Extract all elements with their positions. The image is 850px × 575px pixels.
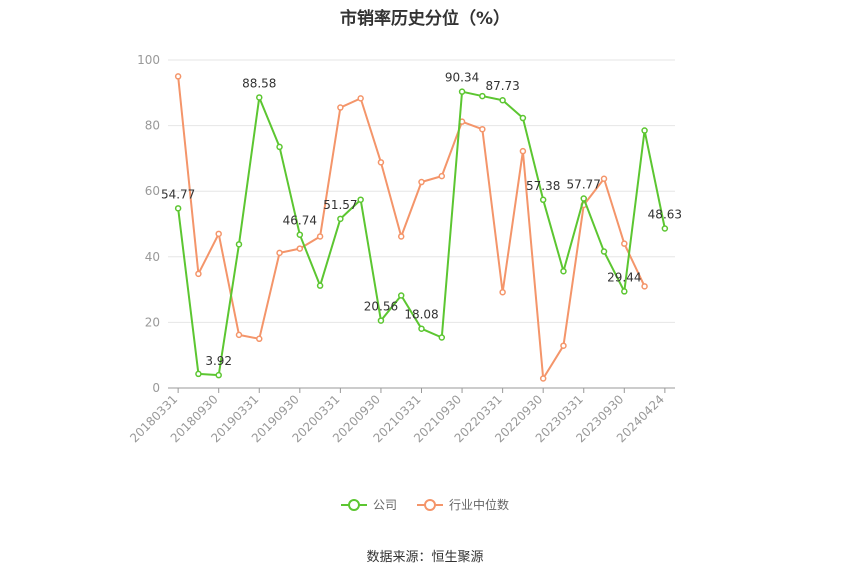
data-point <box>174 205 182 212</box>
y-tick-label: 100 <box>137 53 160 67</box>
data-point <box>519 147 527 155</box>
legend-item-industry-median[interactable]: 行业中位数 <box>417 496 509 513</box>
data-point <box>377 159 385 166</box>
data-point <box>499 96 506 104</box>
data-point <box>438 334 446 341</box>
data-point <box>580 195 587 202</box>
data-point <box>600 175 608 182</box>
data-point <box>195 270 202 278</box>
legend-label-industry-median: 行业中位数 <box>449 498 510 512</box>
data-point <box>539 375 547 382</box>
y-tick-label: 60 <box>145 184 160 198</box>
data-point <box>215 230 222 238</box>
data-point <box>641 127 648 134</box>
legend-item-company[interactable]: 公司 <box>340 496 397 513</box>
data-point <box>256 94 263 101</box>
data-point <box>397 292 405 299</box>
data-point <box>479 125 486 133</box>
data-point <box>418 325 425 332</box>
data-point <box>316 282 324 289</box>
data-point <box>195 370 202 378</box>
data-point <box>256 335 263 343</box>
grid-layer <box>168 59 675 323</box>
data-point <box>357 196 364 203</box>
data-point <box>377 317 385 324</box>
data-point <box>438 172 446 180</box>
data-point <box>600 248 608 255</box>
data-label: 57.77 <box>567 178 601 192</box>
data-point <box>276 143 283 151</box>
legend: 公司 行业中位数 <box>0 496 850 513</box>
data-label: 3.92 <box>205 354 232 368</box>
y-tick-label: 0 <box>152 381 160 395</box>
data-label: 20.56 <box>364 300 398 314</box>
series-layer <box>174 73 669 382</box>
data-point <box>235 241 243 248</box>
data-point <box>458 88 466 95</box>
data-label: 57.38 <box>526 179 560 193</box>
data-point <box>296 231 304 238</box>
data-point <box>397 233 405 240</box>
data-point <box>276 249 283 257</box>
legend-industry-marker <box>417 498 443 511</box>
data-label: 18.08 <box>404 308 438 322</box>
data-point <box>479 92 486 100</box>
data-label: 29.44 <box>607 270 641 284</box>
data-point <box>296 245 304 252</box>
data-point <box>539 196 547 204</box>
data-label: 54.77 <box>161 187 195 201</box>
label-layer: 54.77 3.92 88.58 46.74 51.57 20.56 18.08 90.34 8… <box>161 71 682 368</box>
data-label: 90.34 <box>445 71 479 85</box>
data-point <box>357 95 364 102</box>
data-point <box>661 225 669 232</box>
data-label: 48.63 <box>648 207 682 221</box>
data-point <box>499 288 506 296</box>
chart-title: 市销率历史分位（%） <box>339 9 511 29</box>
data-label: 88.58 <box>242 76 276 90</box>
y-tick-label: 20 <box>145 315 160 329</box>
data-point <box>621 240 628 247</box>
y-tick-label: 40 <box>145 250 160 264</box>
data-point <box>337 104 344 111</box>
data-point <box>418 178 425 186</box>
legend-company-marker <box>340 498 367 511</box>
series-line <box>177 76 646 380</box>
data-label: 46.74 <box>283 214 317 228</box>
data-point <box>215 371 222 379</box>
series-line <box>177 90 666 377</box>
data-point <box>519 114 527 122</box>
data-point <box>560 267 567 275</box>
data-point <box>337 215 344 223</box>
data-point <box>235 331 243 339</box>
data-label: 87.73 <box>485 79 519 93</box>
axis-layer: 0204060801002018033120180930201903312019… <box>127 53 675 445</box>
data-point <box>621 288 628 295</box>
legend-label-company: 公司 <box>372 498 397 512</box>
data-point <box>641 283 648 290</box>
y-tick-label: 80 <box>145 119 160 133</box>
data-label: 51.57 <box>323 198 357 212</box>
source-note: 数据来源：恒生聚源 <box>366 550 484 565</box>
data-point <box>174 73 182 80</box>
data-point <box>316 233 324 240</box>
data-point <box>560 342 567 349</box>
